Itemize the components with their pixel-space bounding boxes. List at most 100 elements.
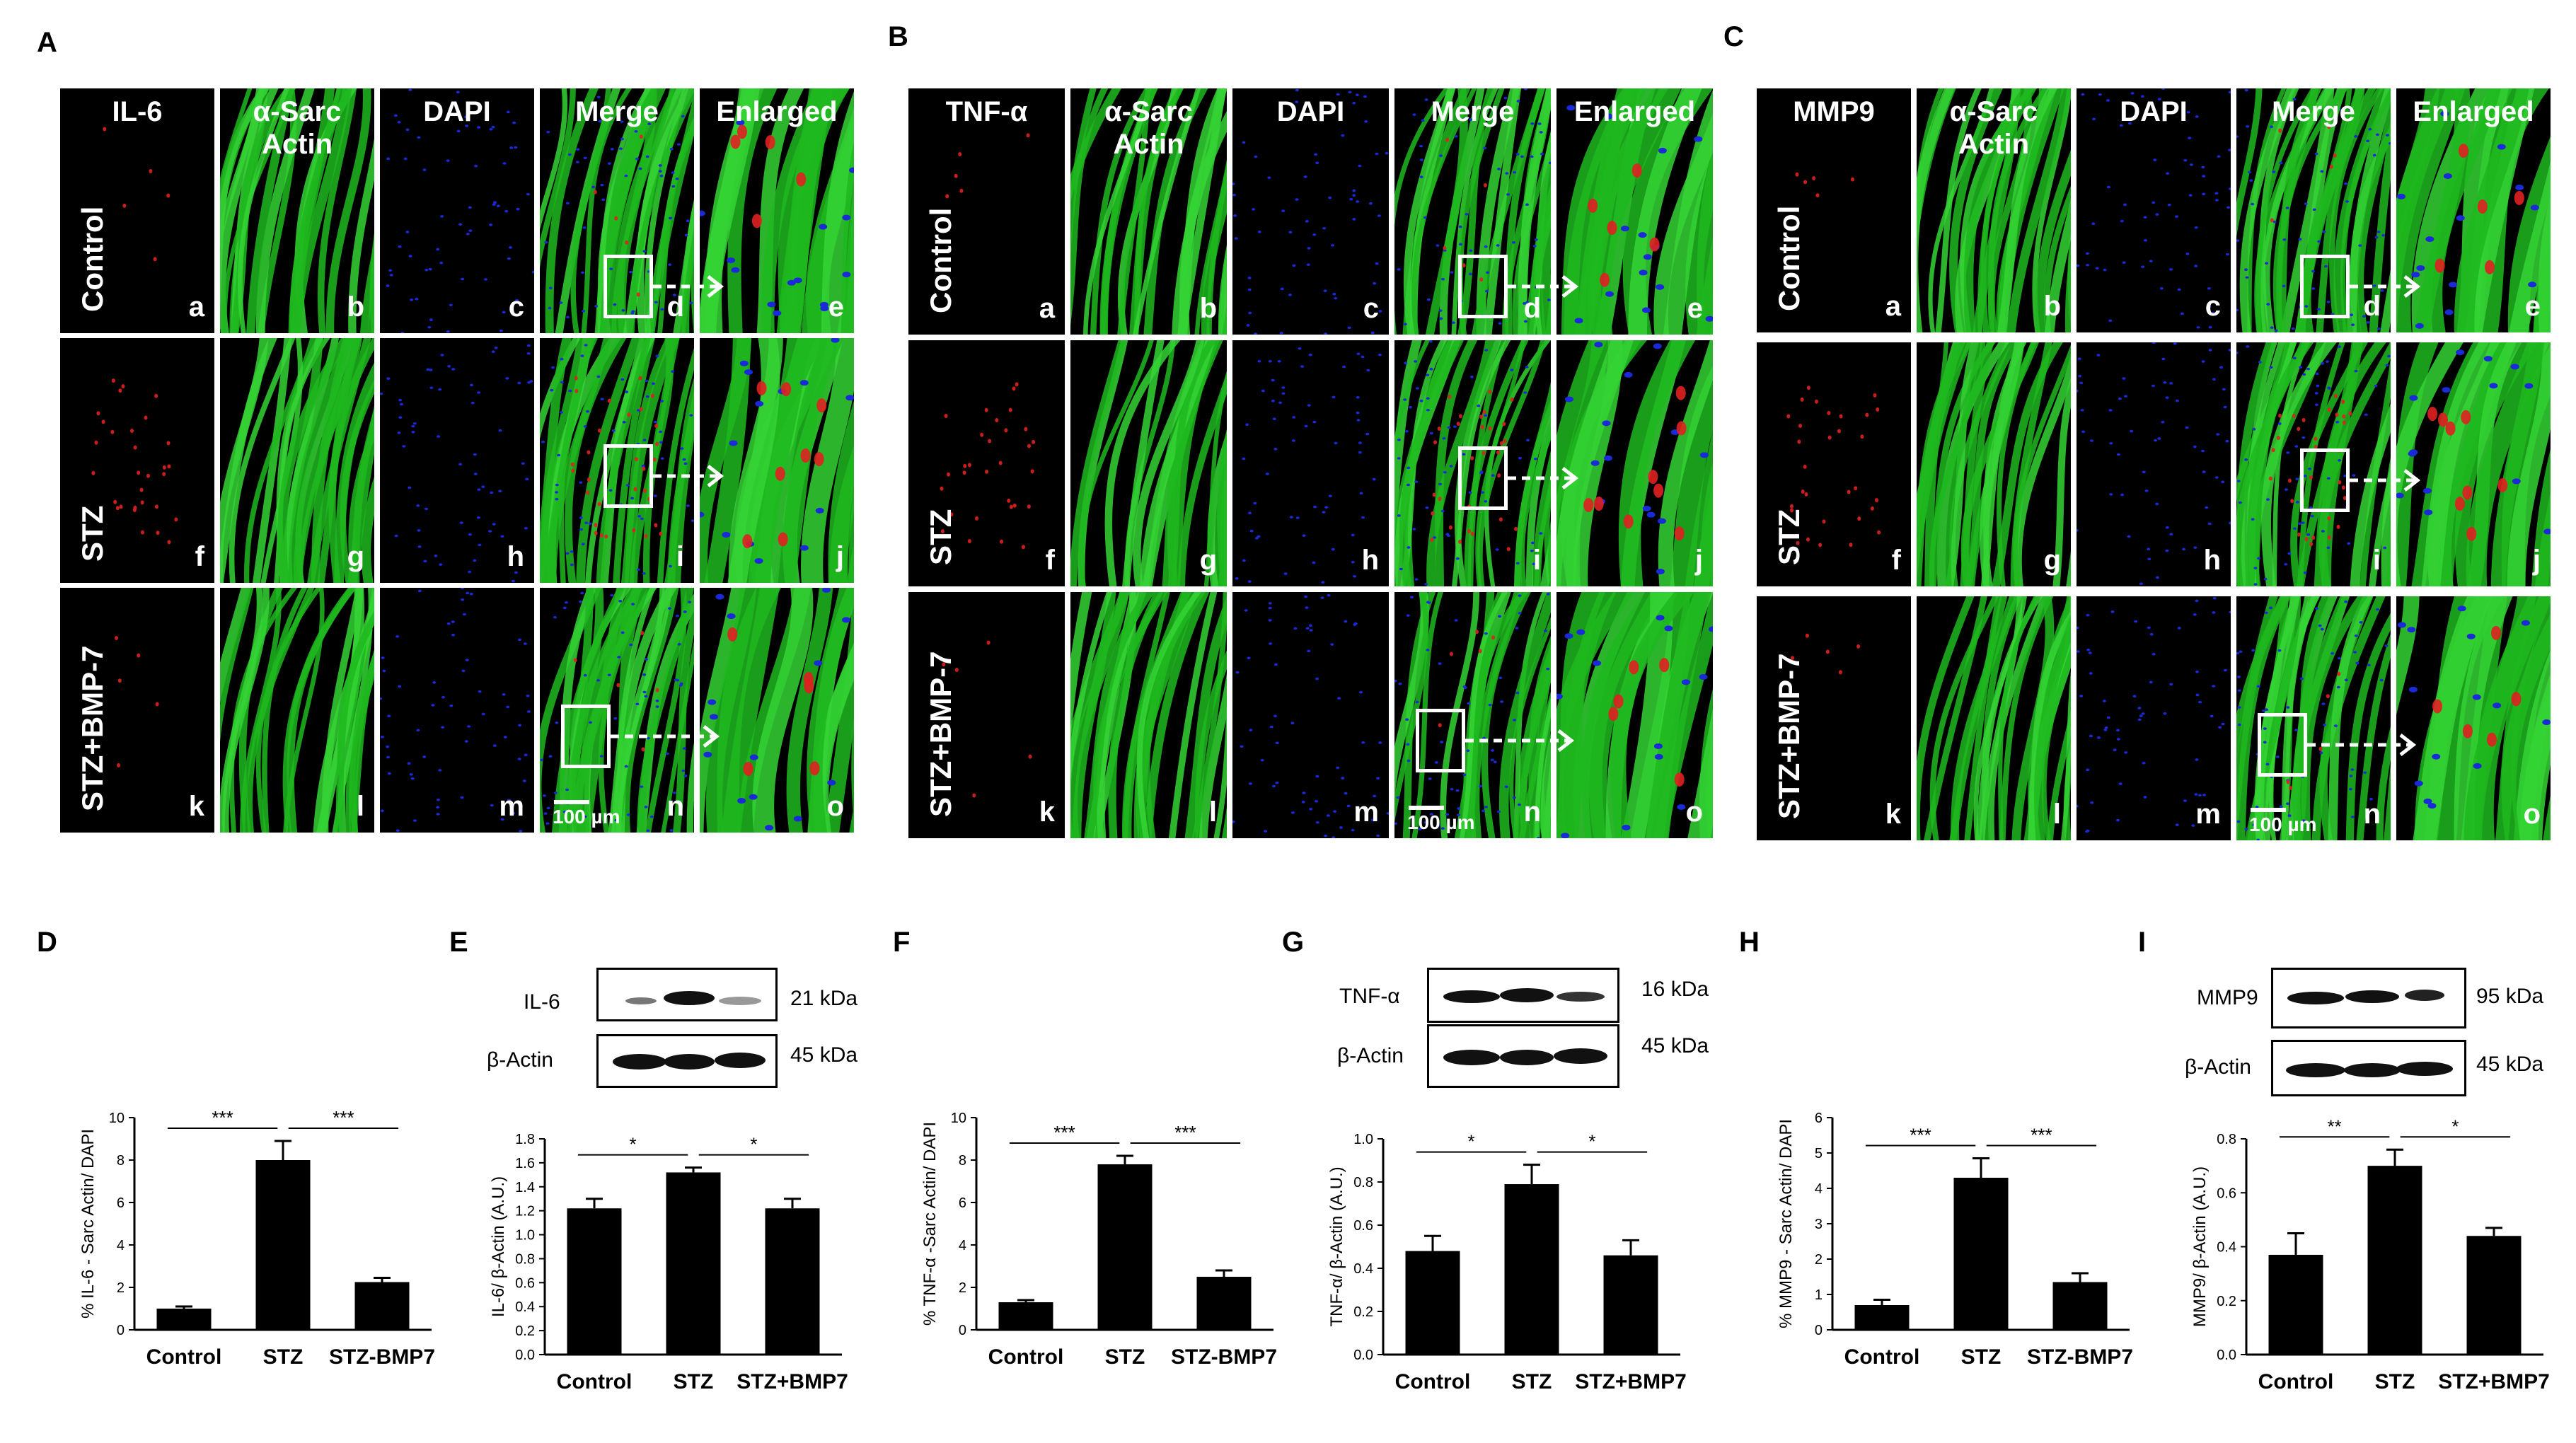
blot-band-bactin <box>2271 1040 2466 1096</box>
green-stain-texture <box>1070 592 1227 838</box>
tile-sublabel: i <box>1532 545 1541 576</box>
blue-stain-texture <box>2077 342 2231 585</box>
category-label: Control <box>1395 1370 1471 1393</box>
panel-letter-c: C <box>1723 21 1744 52</box>
micrograph-tile: o <box>1556 592 1713 838</box>
micrograph-tile: Merge d <box>2236 88 2391 332</box>
bar <box>1504 1184 1559 1355</box>
column-title: DAPI <box>1276 96 1345 127</box>
significance-label: * <box>2451 1115 2459 1137</box>
merge-stain-texture <box>2236 596 2391 840</box>
y-tick-label: 4 <box>959 1238 966 1253</box>
column-title: Merge <box>575 96 659 127</box>
micrograph-tile: k STZ+BMP-7 <box>60 588 214 833</box>
y-tick-label: 0.4 <box>515 1299 535 1315</box>
category-label: Control <box>988 1345 1064 1369</box>
y-tick-label: 0.0 <box>1353 1348 1373 1363</box>
y-tick-label: 1.6 <box>515 1156 535 1171</box>
bar <box>2367 1166 2422 1355</box>
enlarged-stain-texture <box>700 338 854 583</box>
red-stain-texture <box>940 382 1036 550</box>
category-label: Control <box>2258 1370 2334 1393</box>
column-title: Enlarged <box>716 96 838 127</box>
micrograph-tile: j <box>1556 340 1713 586</box>
zoom-arrow <box>2307 734 2417 756</box>
micrograph-tile: f STZ <box>60 338 214 583</box>
green-stain-texture <box>220 588 374 833</box>
green-stain-texture <box>1070 340 1227 586</box>
zoom-arrow <box>2350 469 2421 492</box>
kda-label: 45 kDa <box>1641 1034 1709 1057</box>
tile-sublabel: e <box>828 291 844 323</box>
tile-sublabel: a <box>188 291 204 323</box>
red-stain-texture <box>942 640 1032 798</box>
tile-sublabel: b <box>2043 291 2061 322</box>
tile-sublabel: n <box>666 791 684 822</box>
tile-sublabel: h <box>507 541 524 572</box>
red-stain-texture <box>91 378 178 545</box>
zoom-box <box>2300 255 2350 318</box>
tile-sublabel: d <box>2363 291 2381 322</box>
category-label: Control <box>557 1370 633 1393</box>
merge-stain-texture <box>1394 340 1551 586</box>
y-tick-label: 0.8 <box>515 1251 535 1267</box>
tile-sublabel: k <box>1885 799 1901 830</box>
zoom-arrow <box>1465 729 1575 752</box>
category-label: STZ <box>2375 1370 2415 1393</box>
column-title: Merge <box>2272 96 2355 127</box>
micrograph-tile: j <box>2396 342 2551 586</box>
micrograph-tile: Merge d <box>540 88 694 333</box>
micrograph-tile: m <box>380 588 534 833</box>
category-label: STZ+BMP7 <box>1575 1370 1687 1393</box>
bar <box>666 1172 721 1355</box>
row-label: STZ <box>924 509 957 565</box>
band-strip <box>1443 988 1605 1003</box>
bar <box>156 1309 212 1330</box>
merge-stain-texture <box>540 588 694 833</box>
zoom-arrow <box>1508 275 1579 298</box>
micrograph-tile: g <box>1070 340 1227 586</box>
tile-sublabel: b <box>1199 293 1217 324</box>
scale-bar-label: 100 µm <box>1407 811 1475 833</box>
tile-sublabel: l <box>356 791 364 822</box>
micrograph-tile: g <box>220 338 374 583</box>
zoom-box <box>2258 713 2307 777</box>
tile-sublabel: n <box>2363 799 2381 830</box>
y-tick-label: 0.2 <box>515 1323 535 1339</box>
blot-band-bactin <box>1427 1024 1619 1088</box>
y-tick-label: 10 <box>109 1111 125 1126</box>
micrograph-tile: DAPI c <box>2077 88 2231 332</box>
bar-chart-h: 0 1 2 3 4 5 6 Control STZ STZ-BMP7 *** *** % MMP9 - … <box>1777 1111 2133 1369</box>
tile-sublabel: i <box>676 541 684 572</box>
tile-sublabel: d <box>666 291 684 323</box>
category-label: STZ <box>263 1345 304 1369</box>
micrograph-tile: f STZ <box>908 340 1065 586</box>
zoom-box <box>1458 255 1508 318</box>
micrograph-tile: n 100 µm <box>2236 596 2391 840</box>
y-tick-label: 0.4 <box>1353 1261 1373 1277</box>
row-label: Control <box>76 206 109 312</box>
scale-bar <box>2251 808 2286 812</box>
bar <box>1405 1251 1460 1355</box>
zoom-box <box>603 255 653 318</box>
scale-bar-label: 100 µm <box>553 806 620 828</box>
micrograph-tile: Enlarged e <box>2396 88 2551 332</box>
significance-label: *** <box>1910 1125 1931 1146</box>
panel-letter-i: I <box>2138 927 2147 958</box>
micrograph-tile: m <box>1232 592 1389 838</box>
column-title: α-Sarc Actin <box>1104 96 1193 160</box>
red-stain-texture <box>1790 633 1861 675</box>
micrograph-tile: Enlarged e <box>1556 88 1713 335</box>
micrograph-tile: α-Sarc Actin b <box>1917 88 2071 332</box>
micrograph-tile: l <box>220 588 374 833</box>
column-title: IL-6 <box>112 96 163 127</box>
tile-sublabel: g <box>1199 545 1217 576</box>
zoom-box <box>561 705 611 768</box>
zoom-arrow <box>2350 275 2421 298</box>
y-tick-label: 1.4 <box>515 1180 535 1195</box>
red-stain-texture <box>945 133 1030 199</box>
micrograph-tile: k STZ+BMP-7 <box>1757 596 1911 840</box>
blot-band-tnfa <box>1427 968 1619 1023</box>
kda-label: 16 kDa <box>1641 978 1709 1001</box>
green-stain-texture <box>220 338 374 583</box>
